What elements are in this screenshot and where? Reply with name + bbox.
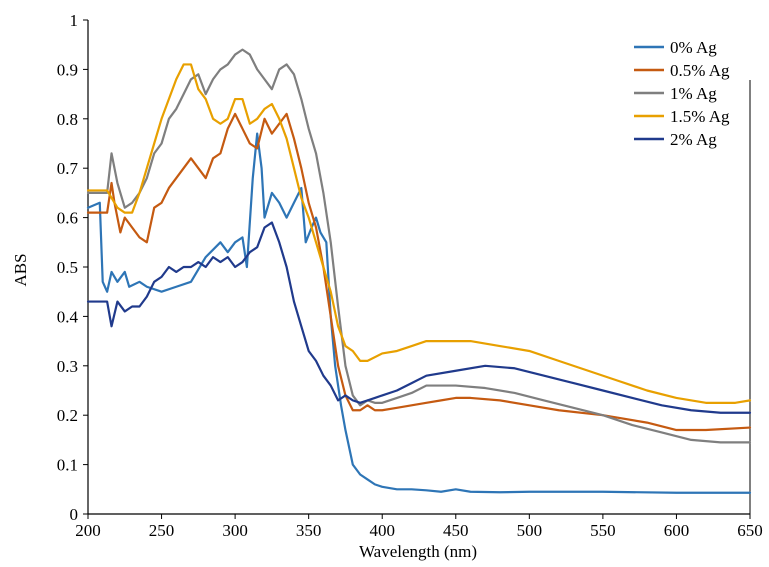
- legend-label: 1% Ag: [670, 84, 717, 103]
- x-axis-ticks: 200 250 300 350 400 450 500 550 600 650: [75, 514, 763, 540]
- x-tick-label: 300: [222, 521, 248, 540]
- x-tick-label: 350: [296, 521, 322, 540]
- x-tick-label: 250: [149, 521, 175, 540]
- y-tick-label: 0.9: [57, 60, 78, 79]
- legend-label: 0.5% Ag: [670, 61, 730, 80]
- y-tick-label: 0.5: [57, 258, 78, 277]
- legend-label: 2% Ag: [670, 130, 717, 149]
- legend: 0% Ag 0.5% Ag 1% Ag 1.5% Ag 2% Ag: [634, 38, 730, 149]
- y-axis-ticks: 0 0.1 0.2 0.3 0.4 0.5 0.6 0.7 0.8 0.9 1: [57, 11, 88, 524]
- y-tick-label: 1: [70, 11, 79, 30]
- y-axis-label: ABS: [11, 253, 30, 286]
- series-line-3: [86, 63, 752, 404]
- x-tick-label: 550: [590, 521, 616, 540]
- series-line-1: [86, 112, 752, 432]
- series-line-4: [86, 221, 752, 414]
- y-tick-label: 0.2: [57, 406, 78, 425]
- x-tick-label: 650: [737, 521, 763, 540]
- y-tick-label: 0: [70, 505, 79, 524]
- series-line-0: [86, 132, 752, 494]
- y-tick-label: 0.1: [57, 456, 78, 475]
- x-tick-label: 500: [517, 521, 543, 540]
- legend-label: 1.5% Ag: [670, 107, 730, 126]
- legend-label: 0% Ag: [670, 38, 717, 57]
- y-tick-label: 0.4: [57, 307, 79, 326]
- x-axis-label: Wavelength (nm): [359, 542, 477, 561]
- y-tick-label: 0.8: [57, 110, 78, 129]
- series-line-2: [86, 48, 752, 444]
- x-tick-label: 400: [369, 521, 395, 540]
- x-tick-label: 200: [75, 521, 101, 540]
- y-tick-label: 0.6: [57, 209, 78, 228]
- x-tick-label: 600: [664, 521, 690, 540]
- y-tick-label: 0.3: [57, 357, 78, 376]
- y-tick-label: 0.7: [57, 159, 79, 178]
- series-layer: [86, 48, 752, 494]
- x-tick-label: 450: [443, 521, 469, 540]
